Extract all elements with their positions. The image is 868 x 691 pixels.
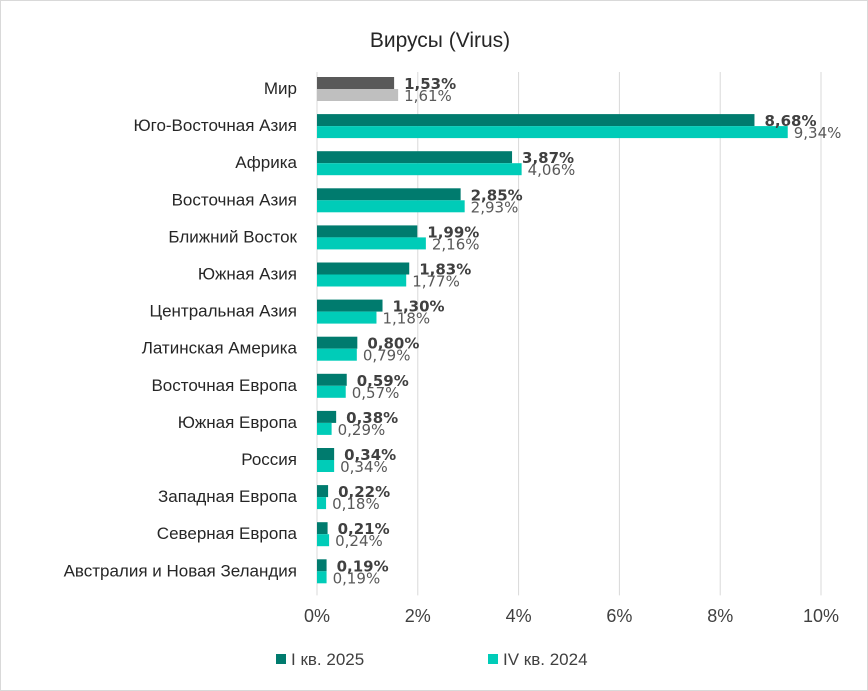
category-label: Россия: [241, 450, 297, 469]
category-label: Восточная Азия: [172, 190, 297, 209]
x-tick-label: 0%: [304, 606, 330, 626]
bar-iv-kv-2024: [317, 163, 522, 176]
category-label: Центральная Азия: [150, 302, 298, 321]
category-label: Юго-Восточная Азия: [133, 116, 297, 135]
data-label-iv-kv-2024: 1,61%: [404, 87, 452, 105]
legend-label: IV кв. 2024: [503, 650, 588, 669]
bar-i-kv-2025: [317, 410, 337, 423]
data-label-iv-kv-2024: 2,16%: [432, 235, 480, 253]
data-label-i-kv-2025: 8,68%: [764, 112, 816, 130]
legend-label: I кв. 2025: [291, 650, 364, 669]
data-label-iv-kv-2024: 9,34%: [794, 124, 842, 142]
data-label-iv-kv-2024: 0,19%: [333, 569, 381, 587]
data-label-iv-kv-2024: 0,18%: [332, 495, 380, 513]
bar-i-kv-2025: [317, 522, 328, 535]
data-label-i-kv-2025: 2,85%: [471, 186, 523, 204]
bar-iv-kv-2024: [317, 571, 327, 584]
bar-iv-kv-2024: [317, 497, 327, 510]
bar-i-kv-2025: [317, 188, 461, 201]
bar-iv-kv-2024: [317, 274, 407, 287]
bar-i-kv-2025: [317, 336, 358, 349]
bar-i-kv-2025: [317, 559, 327, 572]
bar-i-kv-2025: [317, 299, 383, 312]
category-label: Северная Европа: [157, 524, 298, 543]
bar-iv-kv-2024: [317, 89, 399, 101]
chart-title: Вирусы (Virus): [370, 29, 510, 52]
bar-i-kv-2025: [317, 262, 410, 275]
data-label-iv-kv-2024: 2,93%: [471, 198, 519, 216]
data-label-iv-kv-2024: 0,57%: [352, 384, 400, 402]
bar-i-kv-2025: [317, 114, 755, 127]
data-label-iv-kv-2024: 0,34%: [340, 458, 388, 476]
bars: [317, 77, 788, 584]
bar-iv-kv-2024: [317, 422, 332, 435]
category-labels: Мир Юго-Восточная Азия Африка Восточная Ази…: [64, 79, 298, 580]
data-label-i-kv-2025: 0,80%: [367, 335, 419, 353]
data-label-i-kv-2025: 0,34%: [344, 446, 396, 464]
category-label: Восточная Европа: [151, 376, 297, 395]
category-label: Южная Азия: [198, 265, 297, 284]
x-tick-labels: 0% 2% 4% 6% 8% 10%: [304, 606, 839, 626]
data-label-i-kv-2025: 0,22%: [338, 483, 390, 501]
x-tick-label: 2%: [405, 606, 431, 626]
data-label-iv-kv-2024: 1,18%: [382, 310, 430, 328]
x-tick-label: 10%: [803, 606, 839, 626]
data-label-i-kv-2025: 1,83%: [419, 261, 471, 279]
category-label: Западная Европа: [158, 487, 298, 506]
data-label-iv-kv-2024: 0,79%: [363, 347, 411, 365]
data-label-i-kv-2025: 0,59%: [357, 372, 409, 390]
bar-iv-kv-2024: [317, 460, 335, 472]
bar-iv-kv-2024: [317, 311, 377, 324]
category-label: Африка: [235, 153, 297, 172]
bar-iv-kv-2024: [317, 534, 330, 547]
bar-i-kv-2025: [317, 448, 335, 460]
data-label-i-kv-2025: 1,53%: [404, 75, 456, 93]
data-label-iv-kv-2024: 0,29%: [338, 421, 386, 439]
legend-swatch: [276, 654, 286, 664]
data-label-i-kv-2025: 0,19%: [337, 557, 389, 575]
bar-i-kv-2025: [317, 373, 347, 386]
legend: I кв. 2025 IV кв. 2024: [276, 650, 588, 669]
bar-i-kv-2025: [317, 151, 513, 164]
category-label: Латинская Америка: [142, 339, 298, 358]
category-label: Ближний Восток: [168, 227, 297, 246]
data-labels: 1,53%1,61% 8,68%9,34% 3,87%4,06% 2,85%2,93%…: [332, 75, 841, 587]
data-label-i-kv-2025: 0,21%: [338, 520, 390, 538]
legend-swatch: [488, 654, 498, 664]
bar-iv-kv-2024: [317, 385, 346, 398]
bar-i-kv-2025: [317, 225, 418, 238]
bar-iv-kv-2024: [317, 237, 426, 250]
data-label-i-kv-2025: 0,38%: [346, 409, 398, 427]
data-label-i-kv-2025: 1,99%: [427, 223, 479, 241]
x-tick-label: 6%: [606, 606, 632, 626]
bar-i-kv-2025: [317, 77, 395, 89]
bar-iv-kv-2024: [317, 348, 357, 361]
data-label-iv-kv-2024: 0,24%: [335, 532, 383, 550]
bar-i-kv-2025: [317, 485, 329, 498]
category-label: Южная Европа: [178, 413, 298, 432]
data-label-i-kv-2025: 1,30%: [393, 298, 445, 316]
data-label-iv-kv-2024: 4,06%: [528, 161, 576, 179]
category-label: Мир: [264, 79, 297, 98]
x-tick-label: 8%: [707, 606, 733, 626]
bar-iv-kv-2024: [317, 126, 788, 139]
data-label-i-kv-2025: 3,87%: [522, 149, 574, 167]
data-label-iv-kv-2024: 1,77%: [412, 273, 460, 291]
bar-iv-kv-2024: [317, 200, 465, 213]
category-label: Австралия и Новая Зеландия: [64, 561, 297, 580]
x-tick-label: 4%: [506, 606, 532, 626]
